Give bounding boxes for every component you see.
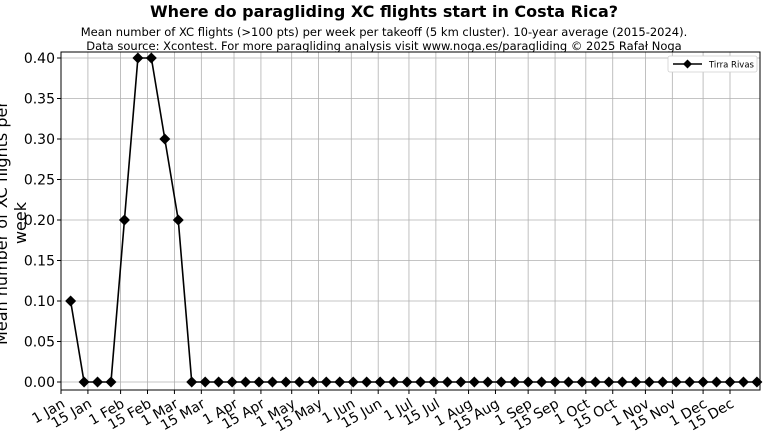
data-point-diamond-icon	[320, 376, 332, 388]
y-tick-label: 0.05	[24, 335, 55, 351]
data-point-diamond-icon	[549, 376, 561, 388]
data-point-diamond-icon	[737, 376, 749, 388]
data-point-diamond-icon	[589, 376, 601, 388]
data-point-diamond-icon	[751, 376, 763, 388]
data-point-diamond-icon	[616, 376, 628, 388]
data-point-diamond-icon	[630, 376, 642, 388]
data-point-diamond-icon	[334, 376, 346, 388]
y-tick-label: 0.35	[24, 92, 55, 108]
data-point-diamond-icon	[455, 376, 467, 388]
data-point-diamond-icon	[159, 133, 171, 145]
data-point-diamond-icon	[145, 52, 157, 64]
y-tick-label: 0.40	[24, 51, 55, 67]
data-point-diamond-icon	[240, 376, 252, 388]
data-point-diamond-icon	[657, 376, 669, 388]
data-point-diamond-icon	[118, 214, 130, 226]
data-point-diamond-icon	[199, 376, 211, 388]
y-axis-ticks: 0.00 0.05 0.10 0.15 0.20 0.25 0.30 0.35 0.40	[24, 51, 61, 391]
data-point-diamond-icon	[670, 376, 682, 388]
data-point-diamond-icon	[563, 376, 575, 388]
chart-subtitle-line2: Data source: Xcontest. For more paraglid…	[86, 39, 682, 53]
data-point-diamond-icon	[347, 376, 359, 388]
data-point-diamond-icon	[293, 376, 305, 388]
legend-box	[667, 55, 758, 73]
data-point-diamond-icon	[78, 376, 90, 388]
data-point-diamond-icon	[603, 376, 615, 388]
y-tick-label: 0.00	[24, 375, 55, 391]
data-point-diamond-icon	[576, 376, 588, 388]
data-point-diamond-icon	[361, 376, 373, 388]
data-point-diamond-icon	[428, 376, 440, 388]
data-point-diamond-icon	[65, 295, 77, 307]
data-point-diamond-icon	[495, 376, 507, 388]
data-point-diamond-icon	[401, 376, 413, 388]
chart-title: Where do paragliding XC flights start in…	[149, 2, 619, 21]
data-point-diamond-icon	[172, 214, 184, 226]
data-point-diamond-icon	[280, 376, 292, 388]
data-point-diamond-icon	[92, 376, 104, 388]
data-point-diamond-icon	[711, 376, 723, 388]
chart-subtitle-line1: Mean number of XC flights (>100 pts) per…	[80, 25, 688, 39]
data-point-diamond-icon	[468, 376, 480, 388]
data-point-diamond-icon	[482, 376, 494, 388]
data-point-diamond-icon	[266, 376, 278, 388]
data-point-diamond-icon	[213, 376, 225, 388]
data-point-diamond-icon	[253, 376, 265, 388]
data-point-diamond-icon	[105, 376, 117, 388]
y-tick-label: 0.20	[24, 213, 55, 229]
y-tick-label: 0.30	[24, 132, 55, 148]
data-point-diamond-icon	[226, 376, 238, 388]
y-tick-label: 0.10	[24, 294, 55, 310]
series-tirra-rivas	[65, 52, 763, 388]
legend-label: Tirra Rivas	[708, 61, 755, 71]
data-point-diamond-icon	[388, 376, 400, 388]
grid-lines	[60, 52, 760, 390]
data-point-diamond-icon	[441, 376, 453, 388]
series-line	[69, 57, 757, 383]
plot-area-frame	[60, 51, 761, 391]
data-point-diamond-icon	[684, 376, 696, 388]
data-point-diamond-icon	[697, 376, 709, 388]
data-point-diamond-icon	[414, 376, 426, 388]
data-point-diamond-icon	[132, 52, 144, 64]
data-point-diamond-icon	[643, 376, 655, 388]
data-point-diamond-icon	[509, 376, 521, 388]
data-point-diamond-icon	[522, 376, 534, 388]
data-point-diamond-icon	[724, 376, 736, 388]
legend: Tirra Rivas	[667, 55, 758, 73]
y-tick-label: 0.25	[24, 173, 55, 189]
data-point-diamond-icon	[186, 376, 198, 388]
data-point-diamond-icon	[536, 376, 548, 388]
data-point-diamond-icon	[374, 376, 386, 388]
data-point-diamond-icon	[307, 376, 319, 388]
y-tick-label: 0.15	[24, 254, 55, 270]
legend-diamond-icon	[683, 59, 692, 69]
